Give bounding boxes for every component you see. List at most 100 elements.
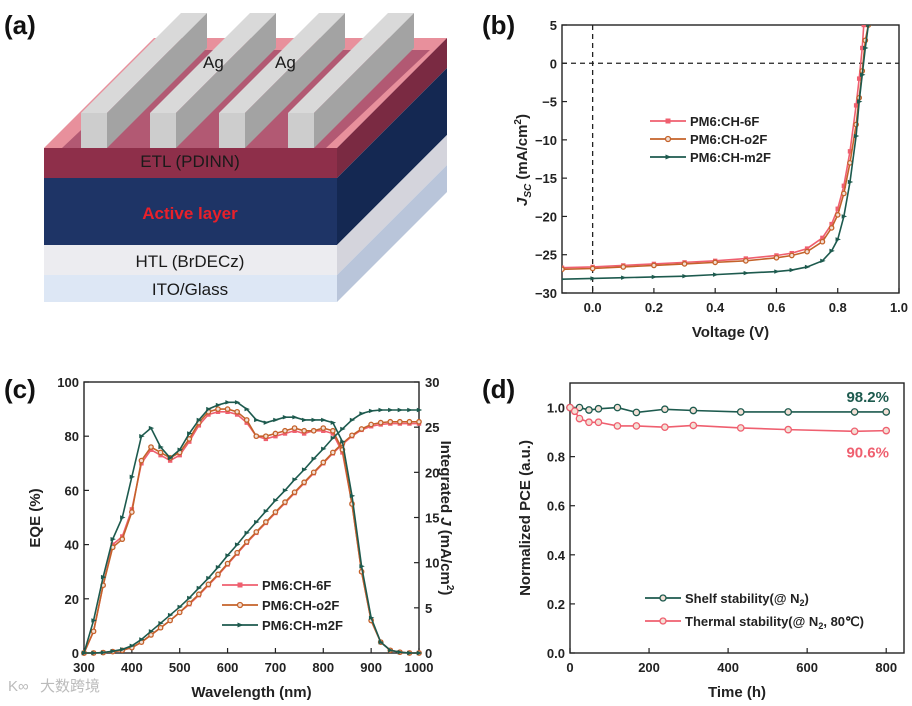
data-point — [110, 648, 116, 654]
y2-axis-title: Integrated J (mA/cm2) — [437, 441, 455, 596]
series-line — [83, 401, 419, 654]
watermark-logo: K∞ — [8, 678, 29, 695]
y2-tick-label: 15 — [425, 511, 439, 526]
data-point — [712, 259, 719, 266]
x-tick-label: 600 — [796, 660, 818, 675]
data-point — [368, 615, 375, 620]
series — [81, 406, 422, 656]
y-axis-title: EQE (%) — [27, 488, 44, 547]
data-point — [828, 225, 835, 231]
data-point — [804, 264, 811, 270]
data-point — [378, 639, 384, 645]
data-point — [841, 183, 847, 188]
data-point — [841, 190, 847, 197]
htl-label: HTL (BrDECz) — [136, 252, 245, 271]
data-point — [243, 417, 250, 423]
y-tick-label: 0.2 — [547, 597, 565, 612]
data-point — [585, 406, 593, 414]
data-point — [377, 419, 384, 426]
data-point — [139, 637, 145, 642]
y-tick-label: 0.8 — [547, 450, 565, 465]
watermark: K∞ 大数跨境 — [8, 677, 100, 695]
data-point — [575, 414, 584, 423]
data-point — [282, 499, 288, 505]
data-point — [158, 444, 164, 450]
data-point — [119, 536, 126, 543]
data-point — [359, 411, 365, 416]
ag-label: Ag — [275, 53, 296, 72]
data-point — [736, 408, 745, 416]
data-point — [397, 407, 404, 413]
y-tick-label: 0.4 — [547, 548, 566, 563]
data-point — [237, 622, 244, 628]
legend-name: Thermal stability(@ N — [685, 614, 818, 629]
series-line — [562, 25, 870, 281]
y2-tick-label: 10 — [425, 556, 439, 571]
legend-label: PM6:CH-o2F — [262, 598, 339, 613]
data-point — [292, 415, 298, 420]
data-point — [301, 479, 307, 486]
x-axis-title: Wavelength (nm) — [191, 684, 311, 701]
data-point — [689, 406, 698, 415]
data-point — [388, 648, 394, 653]
data-point — [665, 154, 672, 160]
plot-frame — [569, 382, 905, 654]
series — [81, 400, 423, 656]
data-point — [321, 417, 327, 423]
y2label-unit: (mA/cm — [437, 526, 454, 585]
y-axis-title: JSC (mA/cm2) — [513, 114, 534, 206]
x-tick-label: 1000 — [405, 660, 434, 675]
data-point — [320, 459, 327, 466]
ag-bar-side — [314, 13, 414, 148]
data-point — [594, 418, 603, 427]
x-tick-label: 900 — [360, 660, 382, 675]
data-point — [407, 650, 413, 656]
data-point — [291, 489, 298, 496]
x-axis-title: Time (h) — [708, 684, 766, 701]
legend-item: PM6:CH-m2F — [222, 618, 343, 633]
y-tick-label: 0.6 — [547, 499, 565, 514]
data-point — [263, 433, 269, 440]
data-point — [784, 425, 793, 434]
ag-bar-front — [219, 113, 245, 148]
data-point — [659, 617, 667, 625]
legend-sub: 2 — [818, 621, 823, 631]
data-point — [613, 422, 622, 430]
data-point — [158, 620, 164, 626]
data-point — [349, 493, 356, 499]
data-point — [243, 539, 250, 545]
panel-a-schematic: (a) ETL (PDINN) Active layer HTL (BrDECz… — [4, 10, 447, 302]
legend-tail: ) — [805, 591, 809, 606]
stability-chart: 0 200 400 600 800 0.0 0.2 0.4 0.6 0.8 1.0 Time (h) 9… — [517, 382, 905, 701]
data-point — [206, 406, 212, 412]
legend-item: PM6:CH-m2F — [650, 150, 771, 165]
y-tick-label: −15 — [535, 171, 557, 186]
data-point — [863, 45, 869, 51]
y2label-close: ) — [437, 590, 454, 595]
data-point — [91, 618, 97, 623]
x-axis-title: Voltage (V) — [692, 324, 769, 341]
data-point — [847, 149, 853, 154]
data-point — [91, 650, 97, 656]
data-point — [244, 406, 250, 412]
ag-bar-side — [107, 13, 207, 148]
y2-tick-label: 0 — [425, 646, 432, 661]
y2label-main: Integrated — [437, 441, 454, 518]
data-point — [330, 427, 336, 434]
data-point — [378, 407, 384, 413]
data-point — [320, 425, 327, 431]
data-point — [90, 628, 97, 635]
data-point — [273, 498, 279, 503]
series-line — [84, 409, 419, 654]
y2-tick-label: 20 — [425, 465, 439, 480]
data-point — [712, 272, 719, 277]
data-point — [187, 595, 193, 601]
ylabel-close: ) — [514, 114, 531, 119]
legend-item: Shelf stability(@ N2) — [645, 591, 809, 608]
data-point — [860, 72, 866, 77]
data-point — [835, 237, 841, 242]
jv-chart: 0.0 0.2 0.4 0.6 0.8 1.0 5 0 −5 −10 −15 −20 −25 −30 Vol… — [513, 18, 908, 341]
legend-item: PM6:CH-o2F — [222, 598, 339, 613]
data-point — [253, 433, 260, 440]
